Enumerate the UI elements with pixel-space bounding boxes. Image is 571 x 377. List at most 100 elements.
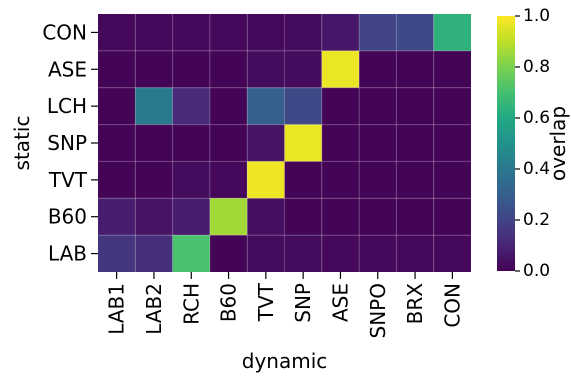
heatmap-cell-ASE-SNPO: [359, 50, 397, 88]
colorbar-gradient: [497, 16, 515, 271]
heatmap-cell-LCH-SNP: [284, 87, 322, 125]
colorbar-tick-label: 1.0: [523, 6, 550, 26]
heatmap-cell-SNP-CON: [433, 124, 471, 162]
heatmap-cell-CON-RCH: [172, 14, 210, 51]
heatmap-cell-LCH-TVT: [247, 87, 285, 125]
heatmap-cell-ASE-CON: [433, 50, 471, 88]
heatmap-cell-LAB-LAB1: [98, 235, 136, 272]
x-tick-label: LAB2: [142, 283, 166, 335]
y-tick-label: ASE: [48, 57, 87, 81]
heatmap-cell-CON-SNP: [284, 14, 322, 51]
heatmap-cell-B60-LAB1: [98, 198, 136, 236]
colorbar-tick-label: 0.6: [523, 108, 550, 128]
heatmap-cell-SNP-ASE: [321, 124, 360, 162]
heatmap-cell-CON-ASE: [321, 14, 360, 51]
x-tick-label: RCH: [179, 283, 203, 325]
y-axis: CON ASE LCH SNP TVT B60 LAB: [42, 20, 98, 266]
heatmap-cell-CON-CON: [433, 14, 471, 51]
x-tick-label: SNPO: [366, 283, 390, 338]
heatmap-cell-TVT-BRX: [396, 161, 434, 199]
heatmap-cell-SNP-SNP: [284, 124, 322, 162]
heatmap-cell-SNP-B60: [209, 124, 248, 162]
heatmap-cell-LAB-TVT: [247, 235, 285, 272]
heatmap-cell-B60-SNP: [284, 198, 322, 236]
heatmap-cell-LCH-B60: [209, 87, 248, 125]
heatmap-cell-LCH-CON: [433, 87, 471, 125]
heatmap-cell-SNP-LAB2: [135, 124, 173, 162]
heatmap-cell-LCH-BRX: [396, 87, 434, 125]
heatmap-cell-TVT-RCH: [172, 161, 210, 199]
x-tick-label: TVT: [254, 282, 278, 322]
heatmap-cell-B60-TVT: [247, 198, 285, 236]
x-tick-label: B60: [217, 283, 241, 322]
heatmap-cell-B60-B60: [209, 198, 248, 236]
y-axis-title: static: [10, 116, 34, 171]
heatmap-cell-B60-SNPO: [359, 198, 397, 236]
heatmap-cell-TVT-LAB1: [98, 161, 136, 199]
x-tick-label: SNP: [291, 283, 315, 323]
x-axis: LAB1 LAB2 RCH B60 TVT SNP ASE SNPO BRX CON: [105, 272, 464, 338]
x-tick-label: BRX: [403, 283, 427, 325]
heatmap-cell-TVT-CON: [433, 161, 471, 199]
heatmap-cell-ASE-BRX: [396, 50, 434, 88]
heatmap-cell-SNP-TVT: [247, 124, 285, 162]
heatmap-cell-SNP-BRX: [396, 124, 434, 162]
colorbar-title: overlap: [546, 106, 570, 181]
heatmap-cell-LAB-CON: [433, 235, 471, 272]
y-tick-label: LAB: [48, 242, 87, 266]
colorbar-tick-label: 0.4: [523, 159, 550, 179]
heatmap-cell-TVT-ASE: [321, 161, 360, 199]
heatmap-cell-SNP-LAB1: [98, 124, 136, 162]
heatmap-cell-ASE-TVT: [247, 50, 285, 88]
heatmap-cell-LCH-ASE: [321, 87, 360, 125]
heatmap-cell-B60-LAB2: [135, 198, 173, 236]
x-axis-title: dynamic: [242, 349, 328, 373]
x-tick-label: CON: [440, 283, 464, 328]
heatmap-cell-ASE-ASE: [321, 50, 360, 88]
heatmap-cell-B60-BRX: [396, 198, 434, 236]
heatmap-cell-ASE-RCH: [172, 50, 210, 88]
heatmap-cell-CON-TVT: [247, 14, 285, 51]
heatmap-cell-LAB-SNP: [284, 235, 322, 272]
colorbar: 0.0 0.2 0.4 0.6 0.8 1.0: [497, 6, 550, 281]
heatmap-cell-CON-BRX: [396, 14, 434, 51]
heatmap-cell-CON-LAB1: [98, 14, 136, 51]
heatmap-cell-TVT-TVT: [247, 161, 285, 199]
heatmap-cell-CON-SNPO: [359, 14, 397, 51]
heatmap-cells: [98, 14, 471, 272]
heatmap-cell-B60-ASE: [321, 198, 360, 236]
heatmap-cell-LAB-BRX: [396, 235, 434, 272]
x-tick-label: LAB1: [105, 283, 129, 335]
y-tick-label: LCH: [47, 94, 87, 118]
heatmap-cell-ASE-SNP: [284, 50, 322, 88]
heatmap-cell-LCH-LAB1: [98, 87, 136, 125]
heatmap-cell-LAB-RCH: [172, 235, 210, 272]
heatmap-cell-B60-CON: [433, 198, 471, 236]
heatmap-cell-LAB-LAB2: [135, 235, 173, 272]
heatmap-cell-ASE-LAB2: [135, 50, 173, 88]
heatmap-cell-LAB-B60: [209, 235, 248, 272]
heatmap-cell-LCH-SNPO: [359, 87, 397, 125]
heatmap-cell-TVT-SNP: [284, 161, 322, 199]
x-tick-label: ASE: [328, 283, 352, 322]
heatmap-cell-TVT-LAB2: [135, 161, 173, 199]
heatmap-cell-B60-RCH: [172, 198, 210, 236]
y-tick-label: SNP: [47, 131, 87, 155]
heatmap-cell-SNP-RCH: [172, 124, 210, 162]
y-tick-label: B60: [48, 205, 87, 229]
heatmap-cell-CON-B60: [209, 14, 248, 51]
heatmap-cell-LAB-ASE: [321, 235, 360, 272]
heatmap-cell-LAB-SNPO: [359, 235, 397, 272]
heatmap-cell-TVT-B60: [209, 161, 248, 199]
colorbar-tick-label: 0.8: [523, 57, 550, 77]
heatmap-cell-TVT-SNPO: [359, 161, 397, 199]
heatmap-cell-SNP-SNPO: [359, 124, 397, 162]
heatmap-cell-LCH-RCH: [172, 87, 210, 125]
heatmap-cell-ASE-LAB1: [98, 50, 136, 88]
y-tick-label: CON: [42, 20, 87, 44]
heatmap-cell-CON-LAB2: [135, 14, 173, 51]
colorbar-tick-label: 0.0: [523, 261, 550, 281]
heatmap-cell-LCH-LAB2: [135, 87, 173, 125]
colorbar-tick-label: 0.2: [523, 210, 550, 230]
